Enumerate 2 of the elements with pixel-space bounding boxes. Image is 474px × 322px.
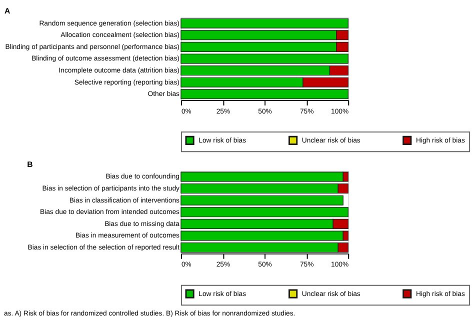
text: B — [27, 160, 34, 169]
text: A — [4, 6, 10, 16]
